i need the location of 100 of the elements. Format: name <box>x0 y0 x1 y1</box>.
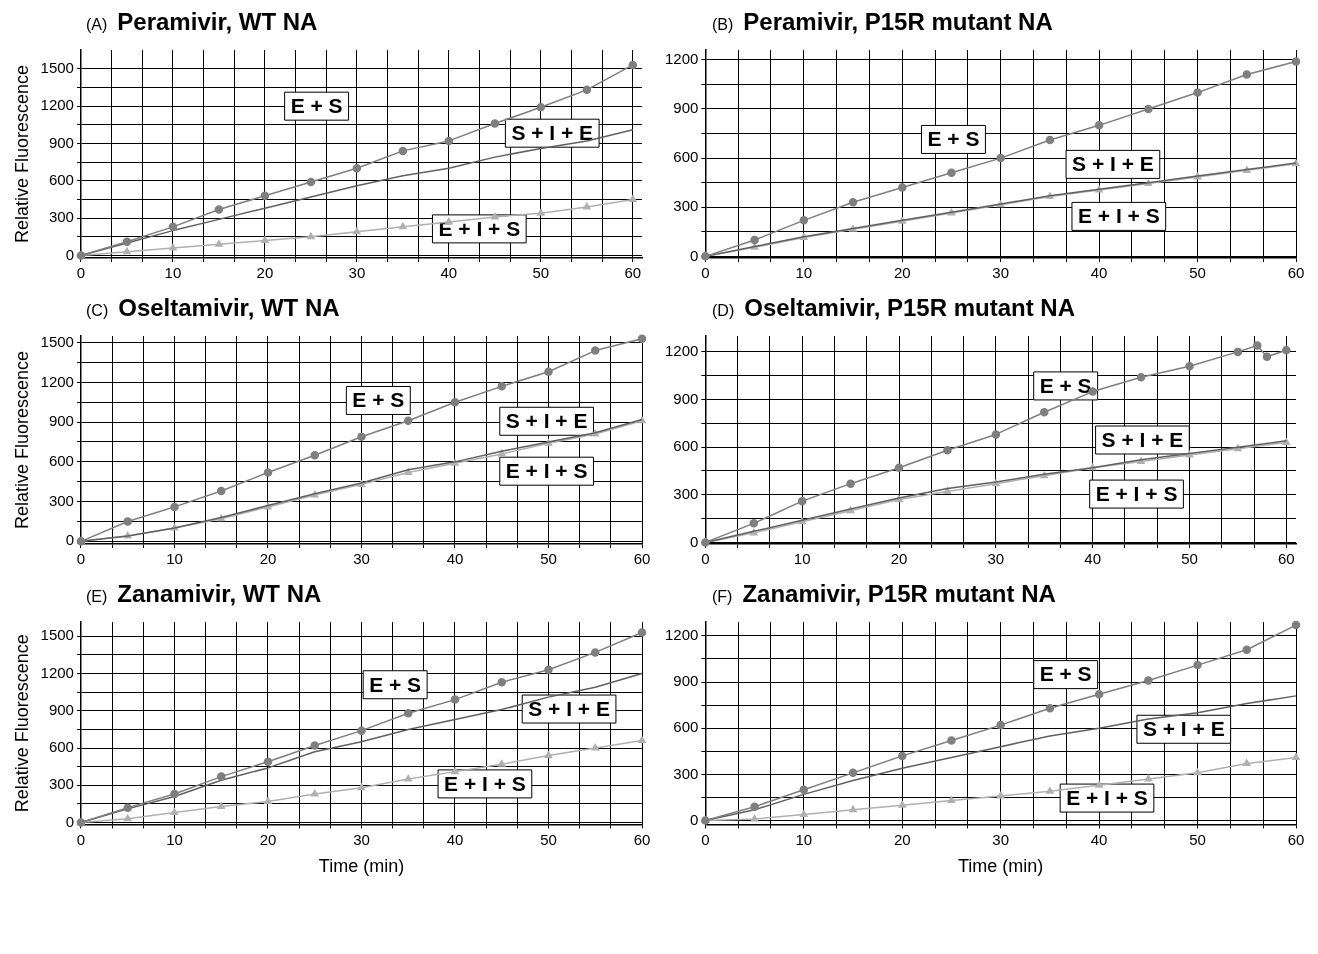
point <box>1095 780 1103 788</box>
x-tick-label: 10 <box>164 264 182 282</box>
point <box>352 164 362 173</box>
point <box>215 240 223 247</box>
point <box>1233 347 1243 357</box>
series-label: E + S <box>1039 662 1092 686</box>
point <box>1242 645 1252 654</box>
point <box>497 759 506 767</box>
point <box>991 430 1001 439</box>
chart-title: Oseltamivir, WT NA <box>118 294 340 322</box>
point <box>357 726 366 735</box>
point <box>263 757 273 766</box>
point <box>947 736 956 745</box>
point <box>536 103 546 112</box>
x-tick-label: 0 <box>76 264 86 282</box>
x-tick-label: 20 <box>890 550 908 568</box>
chart-subtitle: (C) <box>86 302 109 320</box>
series-label: S + I + E <box>1072 152 1154 176</box>
point <box>537 208 545 216</box>
series-label: E + I + S <box>1077 204 1160 228</box>
point <box>450 695 460 704</box>
series-label: E + S <box>369 672 422 696</box>
chart-subtitle: (D) <box>712 302 735 320</box>
point <box>848 768 858 778</box>
chart-subtitle: (F) <box>712 588 733 606</box>
y-tick-label: 300 <box>673 197 699 215</box>
chart-subtitle: (E) <box>86 588 108 606</box>
point <box>544 751 553 758</box>
point <box>848 198 858 207</box>
y-tick-label: 0 <box>690 532 699 550</box>
y-tick-label: 1500 <box>40 58 74 76</box>
point <box>943 446 952 455</box>
point <box>996 791 1005 799</box>
x-tick-label: 10 <box>166 550 183 568</box>
point <box>943 487 952 495</box>
chart-title: Peramivir, P15R mutant NA <box>743 8 1053 36</box>
series-label: E + I + S <box>1095 481 1178 505</box>
x-tick-label: 60 <box>633 550 651 568</box>
y-tick-label: 1200 <box>40 372 74 390</box>
y-tick-label: 300 <box>48 491 74 509</box>
point <box>444 136 454 146</box>
point <box>310 450 319 460</box>
chart-subtitle: (B) <box>712 16 734 34</box>
point <box>629 195 637 202</box>
point <box>1292 753 1300 760</box>
point <box>353 227 361 235</box>
x-tick-label: 10 <box>793 550 811 568</box>
point <box>1242 70 1252 79</box>
chart-title: Oseltamivir, P15R mutant NA <box>744 294 1075 322</box>
y-tick-label: 900 <box>673 99 699 117</box>
point <box>122 237 132 247</box>
x-tick-label: 30 <box>353 830 370 848</box>
point <box>799 216 809 225</box>
point <box>996 153 1005 163</box>
x-tick-label: 50 <box>1189 264 1206 282</box>
point <box>749 519 759 528</box>
point <box>497 677 506 687</box>
y-tick-label: 900 <box>673 672 699 690</box>
point <box>450 397 460 407</box>
x-tick-label: 0 <box>76 830 86 848</box>
point <box>591 743 600 751</box>
x-tick-label: 0 <box>701 264 710 282</box>
point <box>216 772 226 781</box>
chart-title: Zanamivir, WT NA <box>117 580 322 608</box>
x-tick-label: 50 <box>540 550 557 568</box>
series-label: S + I + E <box>528 696 610 720</box>
point <box>750 814 759 822</box>
point <box>168 222 178 232</box>
point <box>750 802 759 811</box>
x-tick-label: 30 <box>353 550 370 568</box>
series-label: E + S <box>927 127 980 151</box>
point <box>996 720 1005 730</box>
point <box>582 85 592 95</box>
point <box>583 202 591 210</box>
series-label: S + I + E <box>505 409 588 433</box>
point <box>637 334 647 343</box>
point <box>1291 620 1301 630</box>
y-tick-label: 1200 <box>664 625 699 643</box>
point <box>263 468 273 477</box>
y-tick-label: 0 <box>65 531 74 549</box>
series-label: E + S <box>1039 373 1092 397</box>
point <box>357 432 366 441</box>
x-tick-label: 20 <box>893 830 911 848</box>
point <box>800 810 808 817</box>
point <box>306 177 316 187</box>
y-axis-title: Relative Fluorescence <box>11 350 32 530</box>
point <box>797 496 807 506</box>
point <box>404 468 413 475</box>
point <box>1094 690 1104 699</box>
series-label: E + S <box>352 388 405 412</box>
y-tick-label: 900 <box>48 133 74 151</box>
x-tick-label: 40 <box>1090 264 1108 282</box>
y-tick-label: 900 <box>48 412 74 430</box>
point <box>264 797 272 804</box>
x-tick-label: 60 <box>633 830 651 848</box>
point <box>491 212 499 220</box>
series-label: E + I + S <box>505 459 588 482</box>
point <box>216 486 226 496</box>
x-tick-label: 0 <box>701 830 710 848</box>
point <box>1262 352 1272 361</box>
